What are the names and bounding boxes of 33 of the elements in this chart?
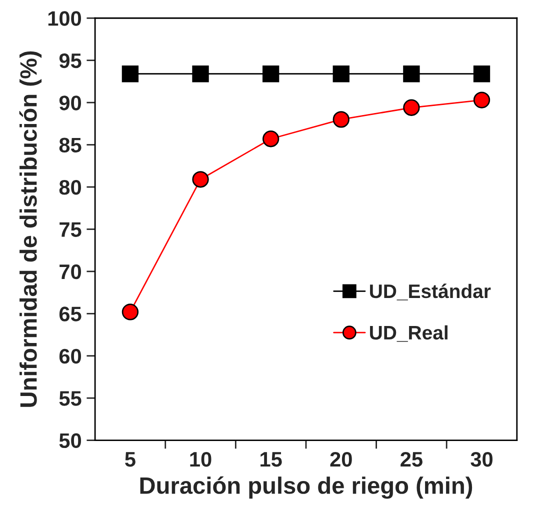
point [332, 66, 350, 82]
y-axis-title: Uniformidad de distribución (%) [19, 51, 42, 407]
legend-label: UD_Estándar [370, 284, 491, 300]
y-tick-label: 55 [59, 391, 82, 406]
y-tick-label: 90 [59, 96, 82, 110]
point [403, 99, 420, 116]
x-tick-label: 25 [400, 452, 422, 467]
x-tick-label: 20 [330, 452, 352, 467]
y-tick-label: 75 [60, 222, 82, 237]
point [192, 171, 209, 188]
point [473, 66, 490, 82]
point [122, 304, 139, 320]
point [192, 66, 209, 82]
x-tick-label: 10 [190, 452, 212, 467]
y-tick-label: 95 [59, 53, 82, 68]
legend-label: UD_Real [370, 325, 448, 342]
x-tick-label: 5 [125, 452, 136, 467]
y-tick-label: 65 [59, 306, 82, 322]
point [403, 66, 420, 82]
point [473, 92, 490, 108]
y-tick-label: 50 [59, 433, 82, 448]
x-axis-title: Duración pulso de riego (min) [140, 476, 472, 499]
point [332, 111, 350, 128]
y-tick-label: 60 [59, 348, 82, 364]
point [262, 130, 280, 148]
point [122, 66, 139, 82]
y-tick-label: 100 [48, 11, 82, 26]
point [262, 66, 280, 82]
y-tick-label: 80 [59, 180, 82, 195]
x-tick-label: 30 [470, 452, 492, 467]
x-tick-label: 15 [260, 452, 282, 467]
y-tick-label: 70 [60, 264, 82, 280]
y-tick-label: 85 [59, 138, 82, 153]
